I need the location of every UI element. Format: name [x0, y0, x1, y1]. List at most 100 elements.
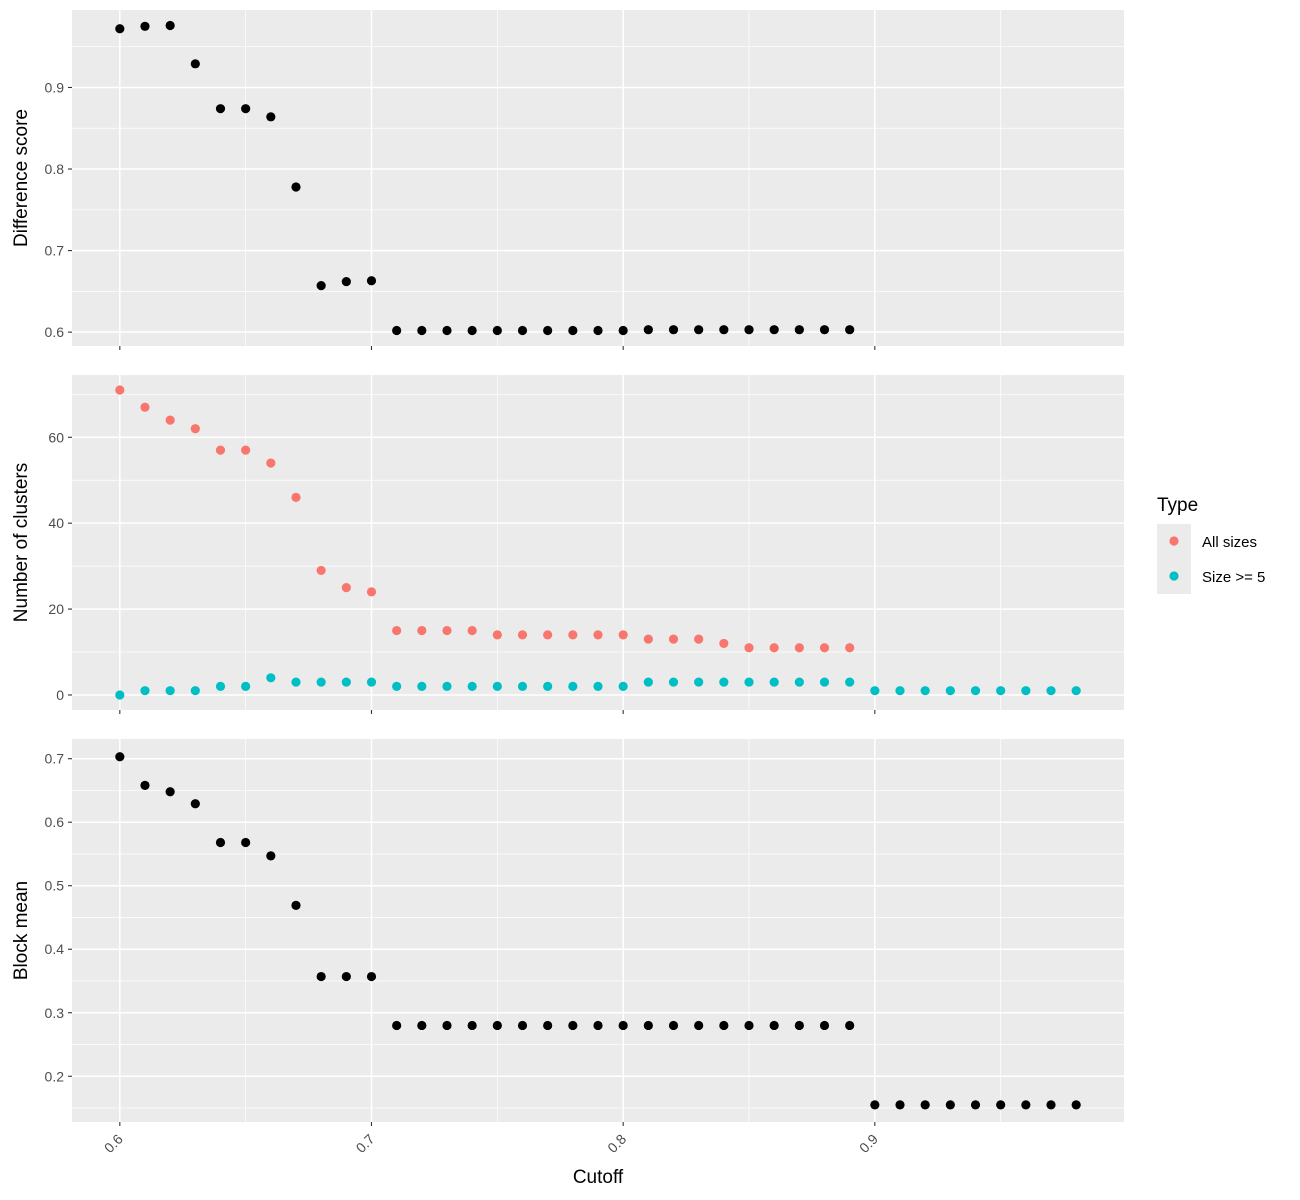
data-point — [794, 325, 804, 335]
panel-background — [72, 375, 1124, 710]
data-point — [618, 630, 628, 640]
y-tick-label: 0.4 — [45, 941, 65, 957]
data-point — [492, 681, 502, 691]
data-point — [115, 385, 125, 395]
data-point — [1021, 686, 1031, 696]
data-point — [215, 837, 226, 848]
x-tick-label: 0.7 — [353, 1131, 378, 1156]
panel-background — [72, 739, 1124, 1122]
data-point — [115, 24, 125, 34]
data-point — [492, 1020, 502, 1031]
data-point — [744, 643, 754, 653]
y-tick-label: 40 — [48, 515, 64, 531]
data-point — [668, 677, 679, 687]
data-point — [467, 625, 477, 636]
data-point — [492, 325, 502, 336]
data-point — [895, 1100, 905, 1110]
legend: Type All sizes Size >= 5 — [1157, 495, 1265, 594]
data-point — [165, 415, 175, 425]
data-point — [970, 1100, 981, 1110]
data-point — [316, 677, 326, 687]
data-point — [920, 1100, 930, 1110]
series-size-5 — [115, 673, 1081, 700]
data-point — [668, 325, 679, 335]
y-axis-title: Number of clusters — [11, 463, 32, 622]
data-point — [492, 630, 502, 640]
data-point — [442, 1020, 452, 1031]
y-tick-label: 0.2 — [45, 1068, 65, 1084]
data-point — [291, 677, 301, 687]
data-point — [769, 1020, 779, 1031]
data-point — [895, 686, 905, 696]
y-tick-label: 0 — [56, 687, 64, 703]
data-point — [140, 780, 150, 790]
data-point — [694, 1020, 704, 1031]
data-point — [442, 625, 452, 636]
data-point — [593, 325, 603, 336]
data-point — [341, 582, 351, 593]
data-point — [769, 677, 779, 687]
data-point — [845, 325, 855, 335]
data-point — [517, 325, 528, 336]
data-point — [643, 325, 653, 335]
data-point — [1071, 686, 1081, 696]
data-point — [945, 1100, 955, 1110]
data-point — [870, 1100, 880, 1110]
legend-key-2 — [1169, 571, 1179, 581]
data-point — [568, 681, 578, 691]
data-point — [392, 681, 402, 691]
data-point — [366, 677, 377, 687]
data-point — [190, 424, 200, 434]
data-point — [266, 112, 276, 122]
legend-label-1: All sizes — [1202, 534, 1257, 551]
data-point — [769, 325, 779, 335]
data-point — [341, 971, 351, 982]
data-point — [266, 673, 276, 683]
data-point — [719, 638, 729, 649]
x-axis-title: Cutoff — [573, 1167, 624, 1188]
data-point — [442, 325, 452, 336]
data-point — [316, 971, 326, 982]
data-point — [996, 686, 1006, 696]
data-point — [819, 325, 830, 335]
data-point — [241, 837, 251, 848]
y-tick-label: 0.6 — [45, 814, 65, 830]
data-point — [517, 630, 528, 640]
series-all-sizes — [115, 385, 855, 653]
panel-2: 0 20 40 60 Number of clusters — [11, 375, 1124, 714]
data-point — [794, 1020, 804, 1031]
data-point — [517, 681, 528, 691]
data-point — [618, 325, 628, 336]
data-point — [568, 630, 578, 640]
x-tick-label: 0.6 — [101, 1131, 126, 1156]
data-point — [417, 1020, 427, 1031]
data-point — [970, 686, 981, 696]
y-tick-label: 0.8 — [45, 161, 65, 177]
legend-title: Type — [1157, 495, 1198, 516]
data-point — [316, 565, 326, 576]
data-point — [618, 1020, 628, 1031]
y-axis-title: Block mean — [11, 881, 32, 980]
data-point — [593, 1020, 603, 1031]
x-tick-label: 0.9 — [856, 1131, 881, 1156]
y-tick-label: 20 — [48, 601, 64, 617]
data-point — [215, 681, 226, 691]
chart-panels: 0.6 0.7 0.8 0.9 Difference score 0 20 40 60 Numbe… — [11, 10, 1124, 1126]
data-point — [719, 1020, 729, 1031]
series-points-1 — [115, 20, 855, 336]
panel-background — [72, 10, 1124, 346]
data-point — [392, 325, 402, 336]
data-point — [215, 104, 226, 114]
data-point — [165, 686, 175, 696]
data-point — [165, 20, 175, 31]
data-point — [543, 325, 553, 336]
data-point — [417, 681, 427, 691]
data-point — [115, 690, 125, 700]
data-point — [417, 625, 427, 636]
data-point — [165, 787, 175, 797]
y-tick-label: 60 — [48, 429, 64, 445]
data-point — [668, 1020, 679, 1031]
data-point — [266, 458, 276, 468]
data-point — [517, 1020, 528, 1031]
data-point — [568, 1020, 578, 1031]
